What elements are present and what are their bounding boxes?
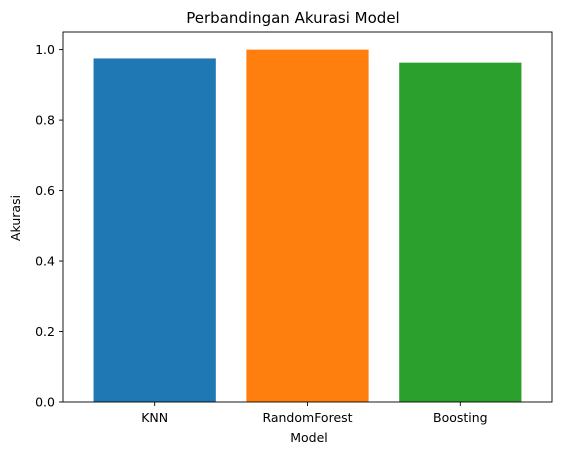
y-tick-label: 0.4 — [35, 254, 55, 269]
y-tick-label: 0.6 — [35, 183, 55, 198]
y-axis-label: Akurasi — [8, 195, 23, 241]
y-tick-label: 1.0 — [35, 42, 55, 57]
bar-knn — [93, 58, 216, 403]
y-tick-label: 0.2 — [35, 324, 55, 339]
ticks-layer: KNN RandomForest Boosting 0.0 0.2 0.4 0.6 0.8 1.… — [35, 42, 488, 425]
x-tick-label: KNN — [141, 410, 168, 425]
x-tick-label: RandomForest — [262, 410, 352, 425]
y-tick-label: 0.0 — [35, 395, 55, 410]
x-tick-label: Boosting — [433, 410, 488, 425]
chart-title: Perbandingan Akurasi Model — [186, 9, 399, 27]
bar-randomforest — [246, 49, 369, 402]
y-tick-label: 0.8 — [35, 113, 55, 128]
bars-layer — [93, 49, 522, 403]
x-axis-label: Model — [290, 430, 328, 445]
bar-boosting — [399, 62, 522, 403]
